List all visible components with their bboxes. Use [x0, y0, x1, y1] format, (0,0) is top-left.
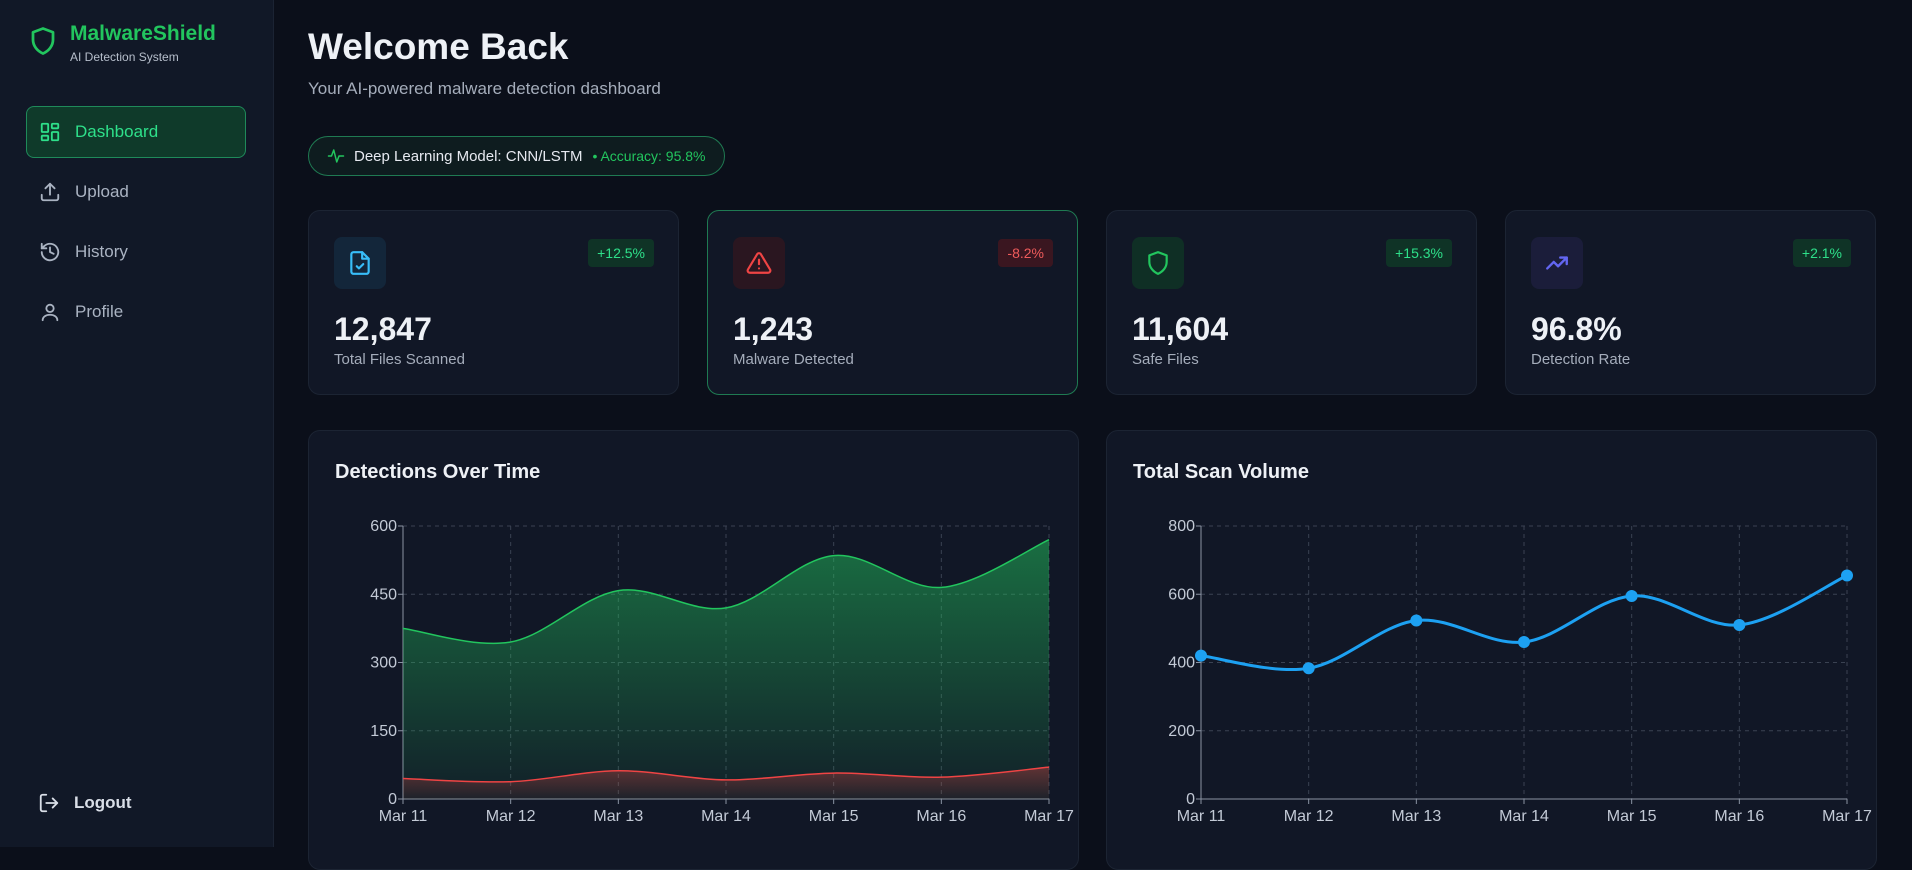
sidebar-item-upload[interactable]: Upload	[26, 166, 246, 218]
detections-area-chart[interactable]: 0 150 300 450 600 Mar 11 Mar 12 Mar 13 Mar 14 Mar…	[309, 431, 1080, 851]
stat-card-total-files[interactable]: +12.5% 12,847 Total Files Scanned	[308, 210, 679, 395]
change-badge: +2.1%	[1792, 239, 1851, 267]
sidebar-item-label: Profile	[75, 302, 124, 321]
data-point	[1733, 618, 1746, 631]
model-status-pill: Deep Learning Model: CNN/LSTM • Accuracy…	[308, 136, 725, 176]
y-tick-label: 600	[370, 518, 397, 535]
y-tick-label: 600	[1168, 586, 1195, 603]
history-icon	[40, 242, 60, 262]
logout-button[interactable]: Logout	[26, 780, 132, 826]
data-point	[1841, 569, 1853, 582]
upload-icon	[40, 182, 60, 202]
scan-volume-line-chart[interactable]: 0 200 400 600 800 Mar 11 Mar 12 Mar 13 Mar 14 Mar…	[1107, 431, 1878, 851]
change-badge: +15.3%	[1386, 239, 1452, 267]
stat-card-detection-rate[interactable]: +2.1% 96.8% Detection Rate	[1505, 210, 1876, 395]
sidebar: MalwareShield AI Detection System Dashbo…	[0, 0, 274, 847]
sidebar-item-dashboard[interactable]: Dashboard	[26, 106, 246, 158]
x-tick-label: Mar 13	[593, 808, 643, 825]
alert-triangle-icon	[733, 237, 785, 289]
change-badge: -8.2%	[998, 239, 1053, 267]
data-point	[1302, 662, 1315, 675]
logout-icon	[39, 793, 59, 813]
brand[interactable]: MalwareShield AI Detection System	[28, 22, 216, 64]
sidebar-nav: Dashboard Upload History Profile	[26, 106, 246, 346]
sidebar-item-label: Dashboard	[75, 122, 159, 141]
scan-volume-chart-panel: Total Scan Volume 0 200 400 600 800 Mar 11 Mar…	[1106, 430, 1877, 870]
x-tick-label: Mar 16	[916, 808, 966, 825]
stat-value: 12,847	[334, 311, 432, 347]
sidebar-item-history[interactable]: History	[26, 226, 246, 278]
y-tick-label: 300	[370, 655, 397, 672]
stat-value: 1,243	[733, 311, 814, 347]
file-check-icon	[334, 237, 386, 289]
y-tick-label: 400	[1168, 655, 1195, 672]
x-tick-label: Mar 14	[701, 808, 751, 825]
chart-title: Detections Over Time	[335, 461, 541, 483]
trending-up-icon	[1531, 237, 1583, 289]
y-tick-label: 450	[370, 586, 397, 603]
data-point	[1410, 614, 1423, 627]
detections-chart-panel: Detections Over Time 0 150 300 450 600 Mar 11…	[308, 430, 1079, 870]
area-line-series-1	[402, 538, 1050, 645]
sidebar-item-profile[interactable]: Profile	[26, 286, 246, 338]
x-tick-label: Mar 15	[1607, 808, 1657, 825]
y-tick-label: 800	[1168, 518, 1195, 535]
x-tick-label: Mar 12	[1284, 808, 1334, 825]
activity-icon	[327, 149, 345, 163]
area-fill-series-2	[403, 767, 1049, 799]
stat-card-safe-files[interactable]: +15.3% 11,604 Safe Files	[1106, 210, 1477, 395]
stat-card-malware[interactable]: -8.2% 1,243 Malware Detected	[707, 210, 1078, 395]
change-badge: +12.5%	[588, 239, 654, 267]
x-tick-label: Mar 13	[1391, 808, 1441, 825]
chart-title: Total Scan Volume	[1133, 461, 1309, 483]
user-icon	[41, 303, 59, 322]
shield-logo-icon	[31, 27, 55, 55]
y-tick-label: 0	[388, 791, 397, 808]
y-tick-label: 150	[370, 723, 397, 740]
stat-label: Safe Files	[1132, 351, 1199, 368]
sidebar-item-label: History	[75, 242, 128, 261]
x-tick-label: Mar 16	[1714, 808, 1764, 825]
data-point	[1625, 589, 1638, 602]
area-fill-series-1	[403, 539, 1049, 799]
x-tick-label: Mar 17	[1024, 808, 1074, 825]
dashboard-icon	[40, 122, 60, 142]
logout-label: Logout	[74, 793, 132, 812]
data-point	[1518, 636, 1530, 649]
stat-value: 11,604	[1132, 311, 1229, 347]
model-label: Deep Learning Model: CNN/LSTM	[354, 147, 583, 165]
stat-value: 96.8%	[1531, 311, 1622, 347]
x-tick-label: Mar 14	[1499, 808, 1549, 825]
sidebar-item-label: Upload	[75, 182, 129, 201]
x-tick-label: Mar 11	[1177, 808, 1226, 825]
accuracy-label: • Accuracy: 95.8%	[592, 148, 706, 164]
y-tick-label: 200	[1168, 723, 1195, 740]
page-title: Welcome Back	[308, 26, 569, 67]
page-subtitle: Your AI-powered malware detection dashbo…	[308, 79, 661, 98]
shield-icon	[1132, 237, 1184, 289]
y-tick-label: 0	[1186, 791, 1195, 808]
app-tagline: AI Detection System	[70, 50, 179, 64]
area-line-series-2	[402, 766, 1050, 783]
stat-label: Total Files Scanned	[334, 351, 465, 368]
stat-label: Detection Rate	[1531, 351, 1631, 368]
x-tick-label: Mar 11	[379, 808, 428, 825]
x-tick-label: Mar 15	[809, 808, 859, 825]
x-tick-label: Mar 12	[486, 808, 536, 825]
app-name: MalwareShield	[70, 22, 216, 45]
stat-label: Malware Detected	[733, 351, 854, 368]
data-point	[1195, 649, 1207, 662]
x-tick-label: Mar 17	[1822, 808, 1872, 825]
